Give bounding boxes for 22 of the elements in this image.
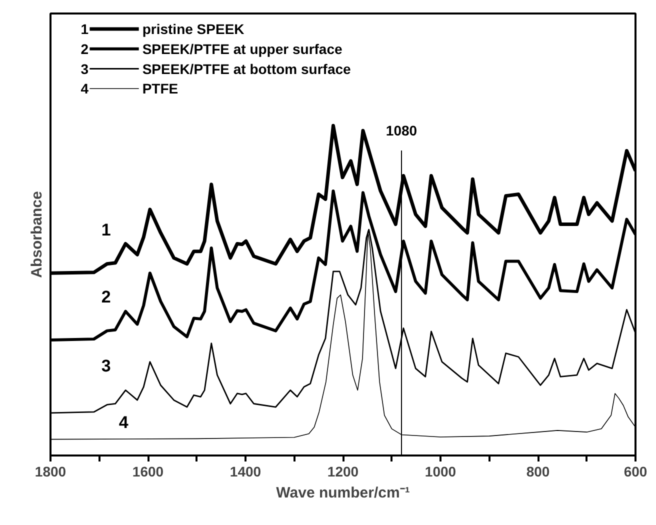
x-tick-label: 600 [624,464,648,480]
annotation: 1 [101,220,111,240]
x-axis-title: Wave number/cm⁻¹ [276,484,410,502]
annotation: 3 [101,356,111,376]
text: 2 [80,40,89,57]
x-tick-label: 1000 [424,464,456,480]
annotation: 2 [101,288,111,307]
legend-label: SPEEK/PTFE at upper surface [142,40,343,57]
legend-label: PTFE [142,80,178,97]
y-axis-title: Absorbance [28,191,46,278]
x-tick-label: 1200 [327,464,359,480]
x-tick-label: 800 [526,464,550,480]
legend-label: SPEEK/PTFE at bottom surface [142,60,352,77]
annotation: 4 [118,413,129,432]
x-tick-label: 1800 [34,464,66,480]
text: 3 [80,60,89,77]
legend-label: pristine SPEEK [142,20,244,37]
text: 4 [80,80,89,97]
x-tick-label: 1600 [132,464,164,480]
x-tick-label: 1400 [230,464,262,480]
ref-line-label: 1080 [386,122,418,139]
text: 1 [80,20,89,37]
